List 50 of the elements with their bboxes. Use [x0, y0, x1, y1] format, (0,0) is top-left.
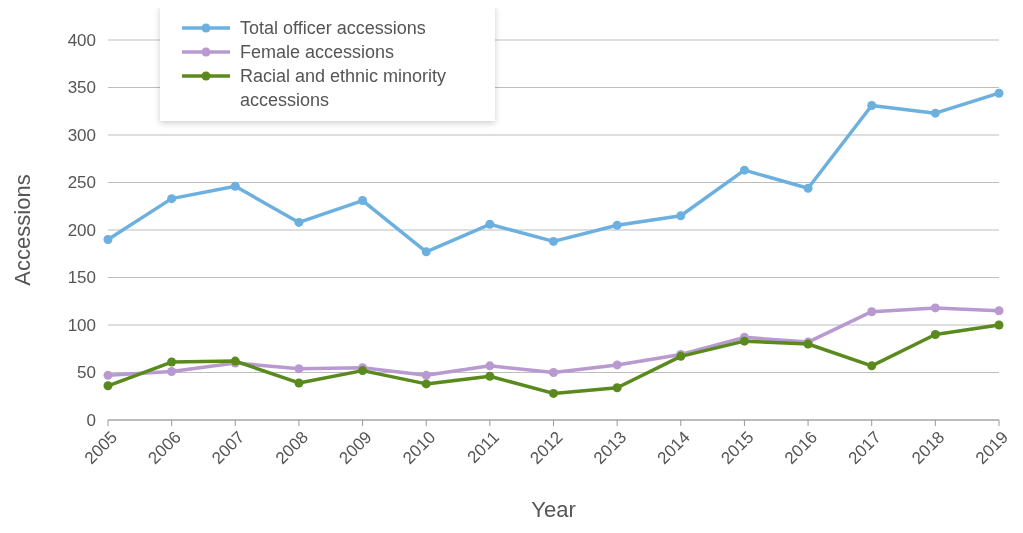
point — [485, 361, 495, 371]
legend-label: Female accessions — [240, 42, 395, 63]
point — [803, 183, 813, 193]
point — [739, 336, 749, 346]
y-tick-label: 350 — [67, 78, 96, 98]
point — [103, 381, 113, 391]
y-axis-title: Accessions — [10, 174, 35, 286]
point — [103, 370, 113, 380]
y-tick-label: 0 — [86, 410, 96, 430]
x-axis-title: Year — [531, 497, 576, 522]
point — [930, 108, 940, 118]
point — [485, 219, 495, 229]
y-tick-label: 150 — [67, 268, 96, 288]
point — [103, 235, 113, 244]
point — [167, 367, 177, 377]
point — [421, 379, 431, 389]
legend-label: Racial and ethnic minority accessions — [240, 66, 447, 111]
point — [612, 383, 622, 393]
point — [549, 388, 558, 398]
y-tick-label: 250 — [67, 173, 96, 193]
point — [294, 217, 304, 227]
point — [739, 165, 749, 175]
point — [930, 330, 940, 339]
y-tick-label: 200 — [67, 220, 96, 240]
point — [294, 364, 304, 374]
point — [485, 371, 495, 381]
point — [549, 236, 558, 246]
point — [230, 181, 240, 191]
point — [167, 194, 177, 204]
point — [612, 360, 622, 370]
y-tick-label: 400 — [67, 30, 96, 50]
point — [994, 88, 1004, 98]
point — [676, 211, 686, 221]
point — [421, 370, 431, 380]
point — [167, 357, 177, 367]
point — [294, 378, 304, 388]
point — [867, 307, 877, 317]
y-tick-label: 50 — [77, 363, 96, 383]
point — [867, 361, 877, 371]
point — [421, 247, 431, 257]
point — [994, 320, 1004, 330]
y-tick-label: 300 — [67, 125, 96, 145]
point — [930, 303, 940, 313]
y-tick-label: 100 — [67, 315, 96, 335]
point — [549, 368, 558, 377]
legend-label: Total officer accessions — [240, 18, 426, 39]
point — [358, 196, 368, 206]
point — [612, 220, 622, 230]
point — [994, 306, 1004, 316]
point — [867, 101, 877, 111]
